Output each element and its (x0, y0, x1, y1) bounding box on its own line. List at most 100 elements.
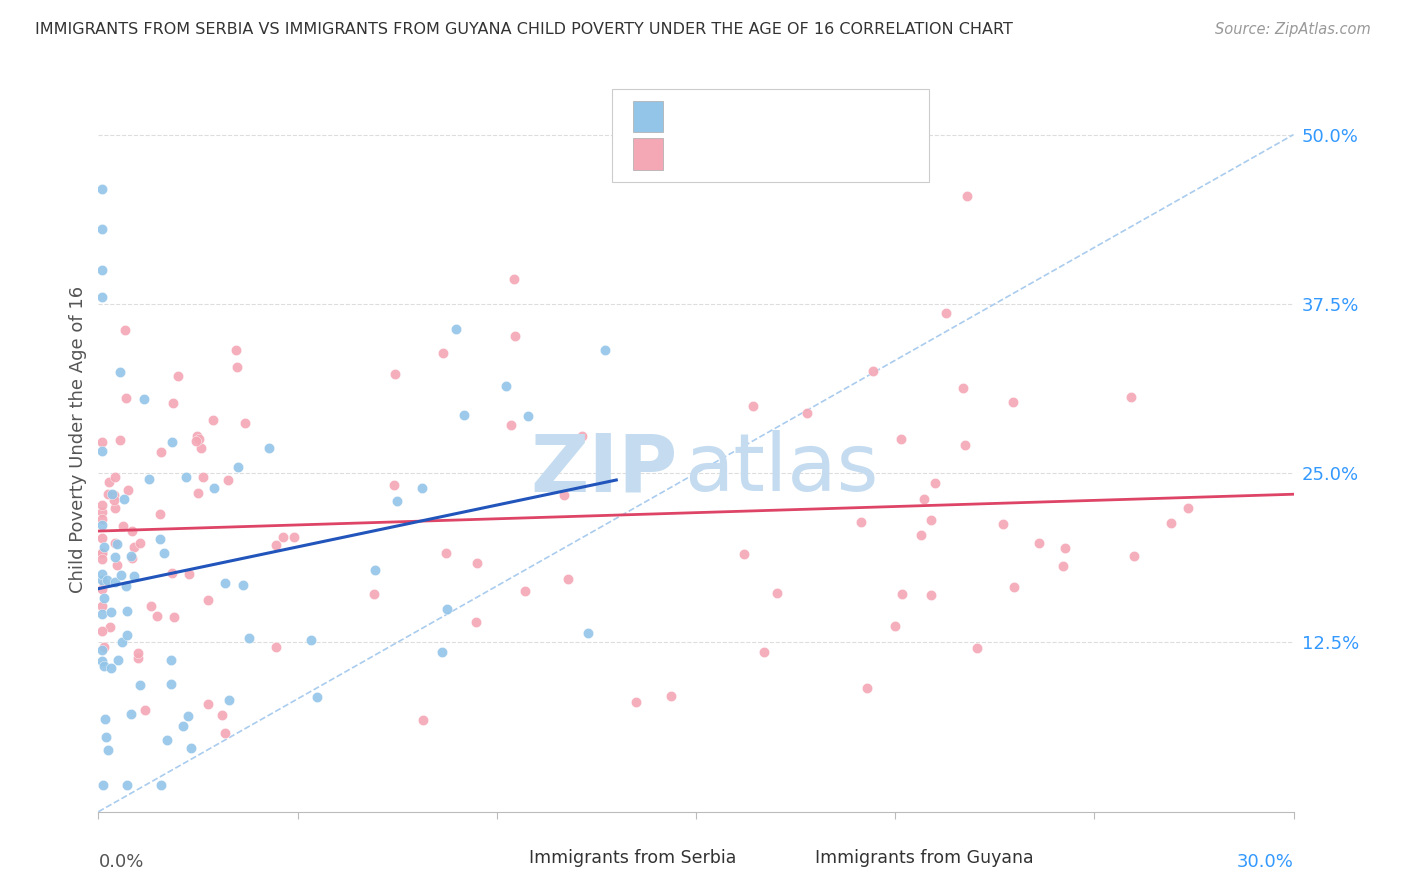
Point (659, 690, 682, 704)
Point (101, 486, 124, 500)
Y-axis label: Child Poverty Under the Age of 16: Child Poverty Under the Age of 16 (69, 285, 87, 593)
Point (115, 579, 138, 593)
Point (920, 513, 942, 527)
Point (91, 566, 114, 581)
Point (257, 441, 280, 455)
Point (105, 537, 128, 551)
Point (382, 477, 405, 491)
Point (162, 396, 184, 410)
Point (890, 432, 912, 446)
Point (172, 718, 194, 732)
Point (93, 591, 115, 606)
Point (436, 546, 458, 560)
Point (796, 406, 818, 420)
Point (91, 582, 114, 596)
Point (1177, 501, 1199, 516)
Point (97, 475, 120, 489)
Text: atlas: atlas (685, 430, 879, 508)
Point (138, 472, 160, 486)
Text: 71: 71 (842, 108, 863, 126)
Text: R =: R = (676, 145, 714, 163)
Point (503, 272, 526, 286)
Point (120, 549, 142, 564)
Point (121, 524, 143, 539)
Point (94, 712, 117, 726)
Point (115, 628, 138, 642)
Point (174, 470, 197, 484)
Point (305, 690, 328, 704)
Point (1052, 559, 1074, 574)
Point (264, 640, 287, 654)
Point (149, 507, 172, 521)
Point (108, 434, 131, 448)
Text: Immigrants from Guyana: Immigrants from Guyana (815, 849, 1033, 867)
Point (453, 409, 475, 423)
Point (91, 512, 114, 526)
Point (430, 645, 453, 659)
Point (593, 343, 616, 357)
Point (150, 778, 173, 792)
Point (112, 519, 135, 533)
Point (862, 364, 884, 378)
Point (134, 703, 156, 717)
Point (100, 605, 122, 619)
Point (571, 429, 593, 443)
Point (117, 483, 139, 498)
Point (93, 575, 115, 590)
Text: ZIP: ZIP (531, 430, 678, 508)
Point (91, 532, 114, 546)
Point (956, 188, 979, 202)
Point (160, 677, 183, 691)
Point (93, 659, 115, 673)
Point (110, 567, 132, 582)
Point (112, 492, 135, 507)
Point (217, 473, 239, 487)
Point (444, 322, 467, 336)
Point (124, 569, 146, 583)
Point (91, 607, 114, 622)
Point (952, 382, 974, 396)
FancyBboxPatch shape (633, 138, 662, 169)
FancyBboxPatch shape (633, 101, 662, 132)
Point (1028, 536, 1050, 550)
Point (91, 778, 114, 792)
Point (93, 640, 115, 655)
Point (1001, 395, 1024, 409)
Text: Immigrants from Serbia: Immigrants from Serbia (529, 849, 735, 867)
Point (163, 610, 186, 624)
Text: 109: 109 (842, 145, 875, 163)
Point (465, 615, 488, 629)
Point (104, 501, 127, 516)
Point (271, 530, 294, 544)
Point (104, 470, 127, 484)
Point (495, 378, 517, 392)
Point (214, 725, 236, 739)
Point (503, 328, 526, 343)
Point (364, 563, 387, 577)
Point (191, 469, 214, 483)
Point (920, 588, 942, 602)
Point (91, 263, 114, 277)
Point (91, 290, 114, 304)
Point (884, 619, 907, 633)
Point (910, 528, 932, 542)
Point (114, 323, 136, 337)
Point (141, 599, 163, 613)
Point (214, 575, 236, 590)
Point (160, 566, 183, 580)
Text: R =: R = (676, 108, 714, 126)
Point (153, 546, 176, 560)
Point (197, 593, 219, 607)
Point (1122, 549, 1144, 563)
Point (105, 558, 128, 572)
Point (752, 645, 775, 659)
Point (912, 491, 935, 506)
Point (1002, 580, 1025, 594)
Point (624, 695, 647, 709)
Point (851, 515, 873, 529)
Point (97, 743, 120, 757)
Point (104, 575, 127, 590)
Point (91, 573, 114, 587)
FancyBboxPatch shape (613, 89, 929, 182)
Point (766, 586, 789, 600)
